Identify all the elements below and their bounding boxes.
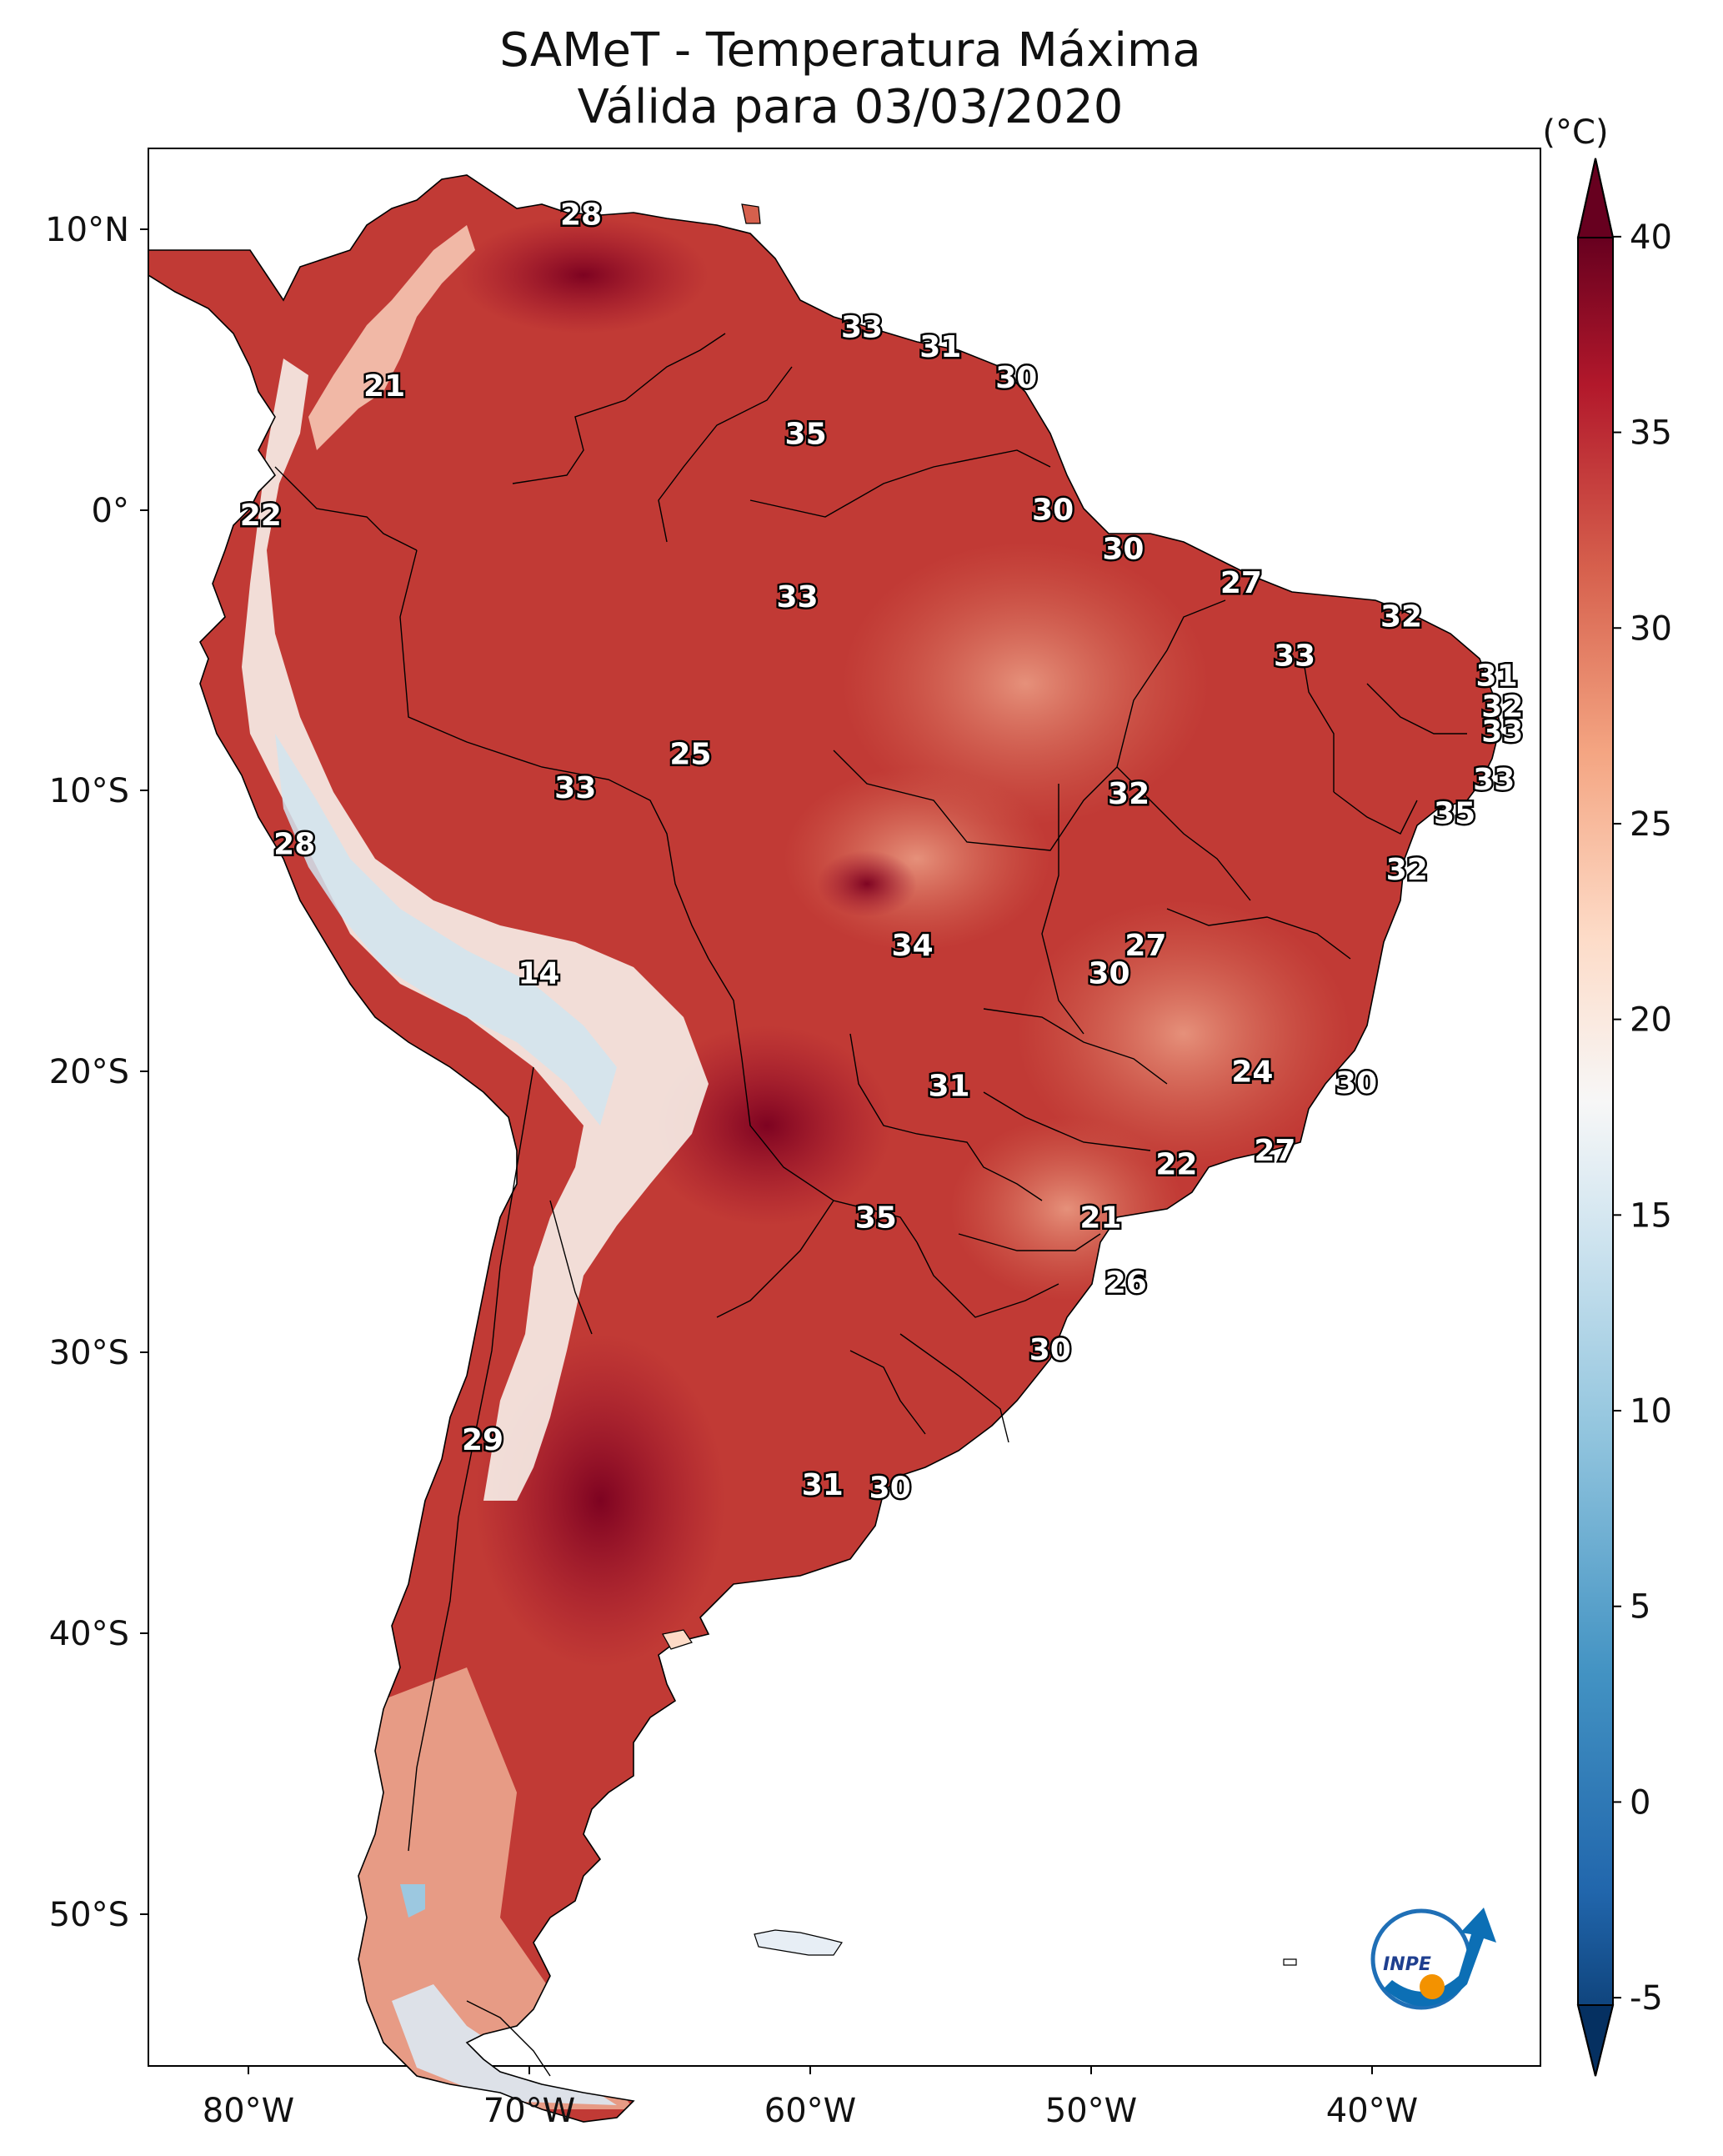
lat-tick-10n: 10°N xyxy=(45,211,129,249)
colorbar-tick-label: 40 xyxy=(1630,218,1672,257)
contour-label: 30 xyxy=(1102,533,1144,567)
contour-label: 25 xyxy=(669,738,711,772)
lon-tick-50w: 50°W xyxy=(1045,2092,1137,2130)
contour-label: 35 xyxy=(855,1201,897,1236)
contour-label: 31 xyxy=(802,1468,844,1502)
colorbar-tick-label: 20 xyxy=(1630,1001,1672,1040)
contour-label: 21 xyxy=(1079,1201,1121,1236)
lon-tick-70w: 70°W xyxy=(483,2092,575,2130)
contour-label: 22 xyxy=(1155,1148,1197,1182)
contour-label: 35 xyxy=(785,418,827,452)
contour-label: 33 xyxy=(776,580,818,614)
contour-label: 31 xyxy=(919,330,961,364)
lon-tick-40w: 40°W xyxy=(1326,2092,1418,2130)
colorbar-tick-label: 15 xyxy=(1630,1196,1672,1235)
contour-label: 26 xyxy=(1105,1266,1147,1300)
contour-label: 31 xyxy=(1476,659,1518,693)
lat-tick-30s: 30°S xyxy=(49,1334,129,1372)
colorbar-tick-label: 30 xyxy=(1630,609,1672,648)
contour-label: 32 xyxy=(1386,853,1428,887)
contour-label: 28 xyxy=(560,198,602,233)
contour-label: 29 xyxy=(462,1423,503,1457)
contour-label: 31 xyxy=(928,1069,969,1103)
contour-label: 33 xyxy=(1481,715,1523,750)
logo-sun-icon xyxy=(1420,1974,1445,1999)
contour-label: 30 xyxy=(1032,494,1074,528)
contour-label: 33 xyxy=(1473,763,1515,797)
logo-text: INPE xyxy=(1383,1954,1431,1975)
lat-tick-10s: 10°S xyxy=(49,772,129,810)
lat-tick-50s: 50°S xyxy=(49,1896,129,1934)
map-title-line2: Válida para 03/03/2020 xyxy=(577,80,1124,134)
lon-tick-80w: 80°W xyxy=(203,2092,294,2130)
colorbar-tick-label: 0 xyxy=(1630,1783,1650,1822)
contour-label: 35 xyxy=(1434,797,1475,831)
colorbar-tick-label: 25 xyxy=(1630,805,1672,844)
islands xyxy=(662,203,1297,1966)
contour-label: 30 xyxy=(1335,1066,1377,1101)
contour-label: 30 xyxy=(1029,1333,1071,1367)
contour-label: 32 xyxy=(1481,689,1523,724)
contour-label: 32 xyxy=(1380,600,1422,634)
contour-label: 27 xyxy=(1124,929,1166,963)
longitude-axis: 80°W 70°W 60°W 50°W 40°W xyxy=(203,2066,1418,2130)
colorbar-tick-label: 5 xyxy=(1630,1588,1650,1627)
contour-label: 27 xyxy=(1254,1134,1295,1168)
latitude-axis: 10°N 0° 10°S 20°S 30°S 40°S 50°S xyxy=(45,211,148,1934)
contour-label: 30 xyxy=(995,361,1037,395)
colorbar-tick-label: 35 xyxy=(1630,414,1672,453)
contour-label: 33 xyxy=(1274,639,1315,674)
inpe-logo: INPE xyxy=(1370,1908,1496,2010)
contour-label: 30 xyxy=(869,1471,911,1505)
contour-label: 30 xyxy=(1088,957,1129,991)
contour-label: 33 xyxy=(554,771,596,805)
lat-tick-40s: 40°S xyxy=(49,1615,129,1653)
contour-label: 33 xyxy=(841,311,883,345)
lat-tick-20s: 20°S xyxy=(49,1053,129,1091)
contour-label: 14 xyxy=(518,957,559,991)
colorbar-unit: (°C) xyxy=(1542,113,1608,152)
contour-label: 32 xyxy=(1108,777,1150,811)
contour-label: 21 xyxy=(363,369,405,404)
colorbar-tick-label: 10 xyxy=(1630,1392,1672,1431)
contour-label: 34 xyxy=(892,929,934,963)
contour-label: 22 xyxy=(240,499,282,533)
map-title-line1: SAMeT - Temperatura Máxima xyxy=(499,23,1201,78)
political-borders xyxy=(274,333,1467,2077)
contour-label: 24 xyxy=(1231,1055,1273,1090)
logo-arrow-icon xyxy=(1384,1908,1496,2007)
lon-tick-60w: 60°W xyxy=(764,2092,856,2130)
contour-label: 27 xyxy=(1220,566,1262,600)
colorbar: (°C) 40 35 30 25 20 15 10 5 0 -5 xyxy=(1542,113,1672,2077)
colorbar-tick-label: -5 xyxy=(1630,1979,1663,2018)
contour-label: 28 xyxy=(273,828,315,862)
lat-tick-0: 0° xyxy=(92,492,129,530)
